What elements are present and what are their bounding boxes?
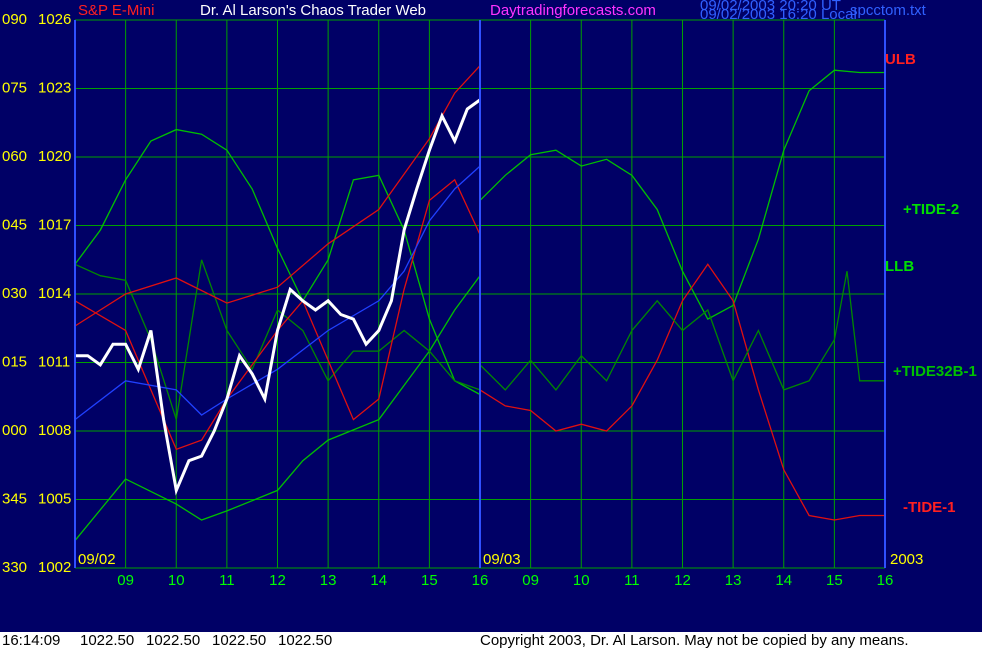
quote-value: 1022.50 bbox=[146, 632, 200, 649]
site-title: Dr. Al Larson's Chaos Trader Web bbox=[200, 2, 426, 19]
x-tick-label: 14 bbox=[775, 572, 792, 589]
y-tick-label: 1011 bbox=[38, 353, 70, 370]
y-tick-label: 1020 bbox=[38, 148, 71, 165]
series-line bbox=[479, 69, 885, 320]
x-tick-label: 13 bbox=[725, 572, 742, 589]
clock: 16:14:09 bbox=[2, 632, 60, 649]
line-label: LLB bbox=[885, 258, 914, 275]
x-tick-label: 09 bbox=[117, 572, 134, 589]
y-tick-label: 1008 bbox=[38, 422, 71, 439]
quote-value: 1022.50 bbox=[212, 632, 266, 649]
angle-label: 075 bbox=[2, 79, 27, 96]
series-line bbox=[74, 275, 481, 542]
line-label: +TIDE-2 bbox=[903, 201, 959, 218]
series-line bbox=[75, 98, 481, 496]
copyright: Copyright 2003, Dr. Al Larson. May not b… bbox=[480, 632, 909, 649]
angle-label: 030 bbox=[2, 285, 27, 302]
y-tick-label: 1017 bbox=[38, 216, 71, 233]
x-tick-label: 12 bbox=[269, 572, 286, 589]
status-bar bbox=[0, 632, 982, 650]
x-tick-label: 11 bbox=[219, 572, 235, 589]
series-line bbox=[74, 165, 481, 421]
quote-value: 1022.50 bbox=[278, 632, 332, 649]
x-tick-label: 14 bbox=[370, 572, 387, 589]
angle-label: 045 bbox=[2, 216, 27, 233]
y-tick-label: 1014 bbox=[38, 285, 71, 302]
line-label: -TIDE-1 bbox=[903, 499, 956, 516]
x-tick-label: 10 bbox=[573, 572, 590, 589]
x-tick-label: 10 bbox=[168, 572, 185, 589]
year-label: 2003 bbox=[890, 551, 923, 568]
angle-label: 060 bbox=[2, 148, 27, 165]
stamp-ut: 09/02/2003 20:20 UT bbox=[700, 0, 841, 14]
series-line bbox=[479, 271, 885, 391]
quote-value: 1022.50 bbox=[80, 632, 134, 649]
x-tick-label: 15 bbox=[826, 572, 843, 589]
x-tick-label: 09 bbox=[522, 572, 539, 589]
y-tick-label: 1002 bbox=[38, 559, 71, 576]
x-tick-label: 12 bbox=[674, 572, 691, 589]
series-line bbox=[479, 263, 885, 521]
x-tick-label: 13 bbox=[320, 572, 337, 589]
file-name: spcctom.txt bbox=[850, 2, 927, 19]
site-url: Daytradingforecasts.com bbox=[490, 2, 656, 19]
plot bbox=[74, 65, 885, 542]
angle-label: 330 bbox=[2, 559, 27, 576]
day-label: 09/02 bbox=[78, 551, 116, 568]
line-label: ULB bbox=[885, 51, 916, 68]
y-tick-label: 1023 bbox=[38, 79, 71, 96]
instrument: S&P E-Mini bbox=[78, 2, 154, 19]
y-tick-label: 1026 bbox=[38, 11, 71, 28]
series-line bbox=[74, 259, 481, 420]
background bbox=[0, 0, 982, 632]
x-tick-label: 11 bbox=[624, 572, 640, 589]
x-tick-label: 16 bbox=[877, 572, 894, 589]
x-tick-label: 16 bbox=[472, 572, 489, 589]
angle-label: 345 bbox=[2, 490, 27, 507]
line-label: +TIDE32B-1 bbox=[893, 363, 977, 380]
angle-label: 090 bbox=[2, 11, 27, 28]
y-tick-label: 1005 bbox=[38, 490, 71, 507]
day-label: 09/03 bbox=[483, 551, 521, 568]
angle-label: 000 bbox=[2, 422, 27, 439]
x-tick-label: 15 bbox=[421, 572, 438, 589]
stamp-local: 09/02/2003 16:20 Local bbox=[700, 6, 857, 23]
angle-label: 015 bbox=[2, 353, 27, 370]
